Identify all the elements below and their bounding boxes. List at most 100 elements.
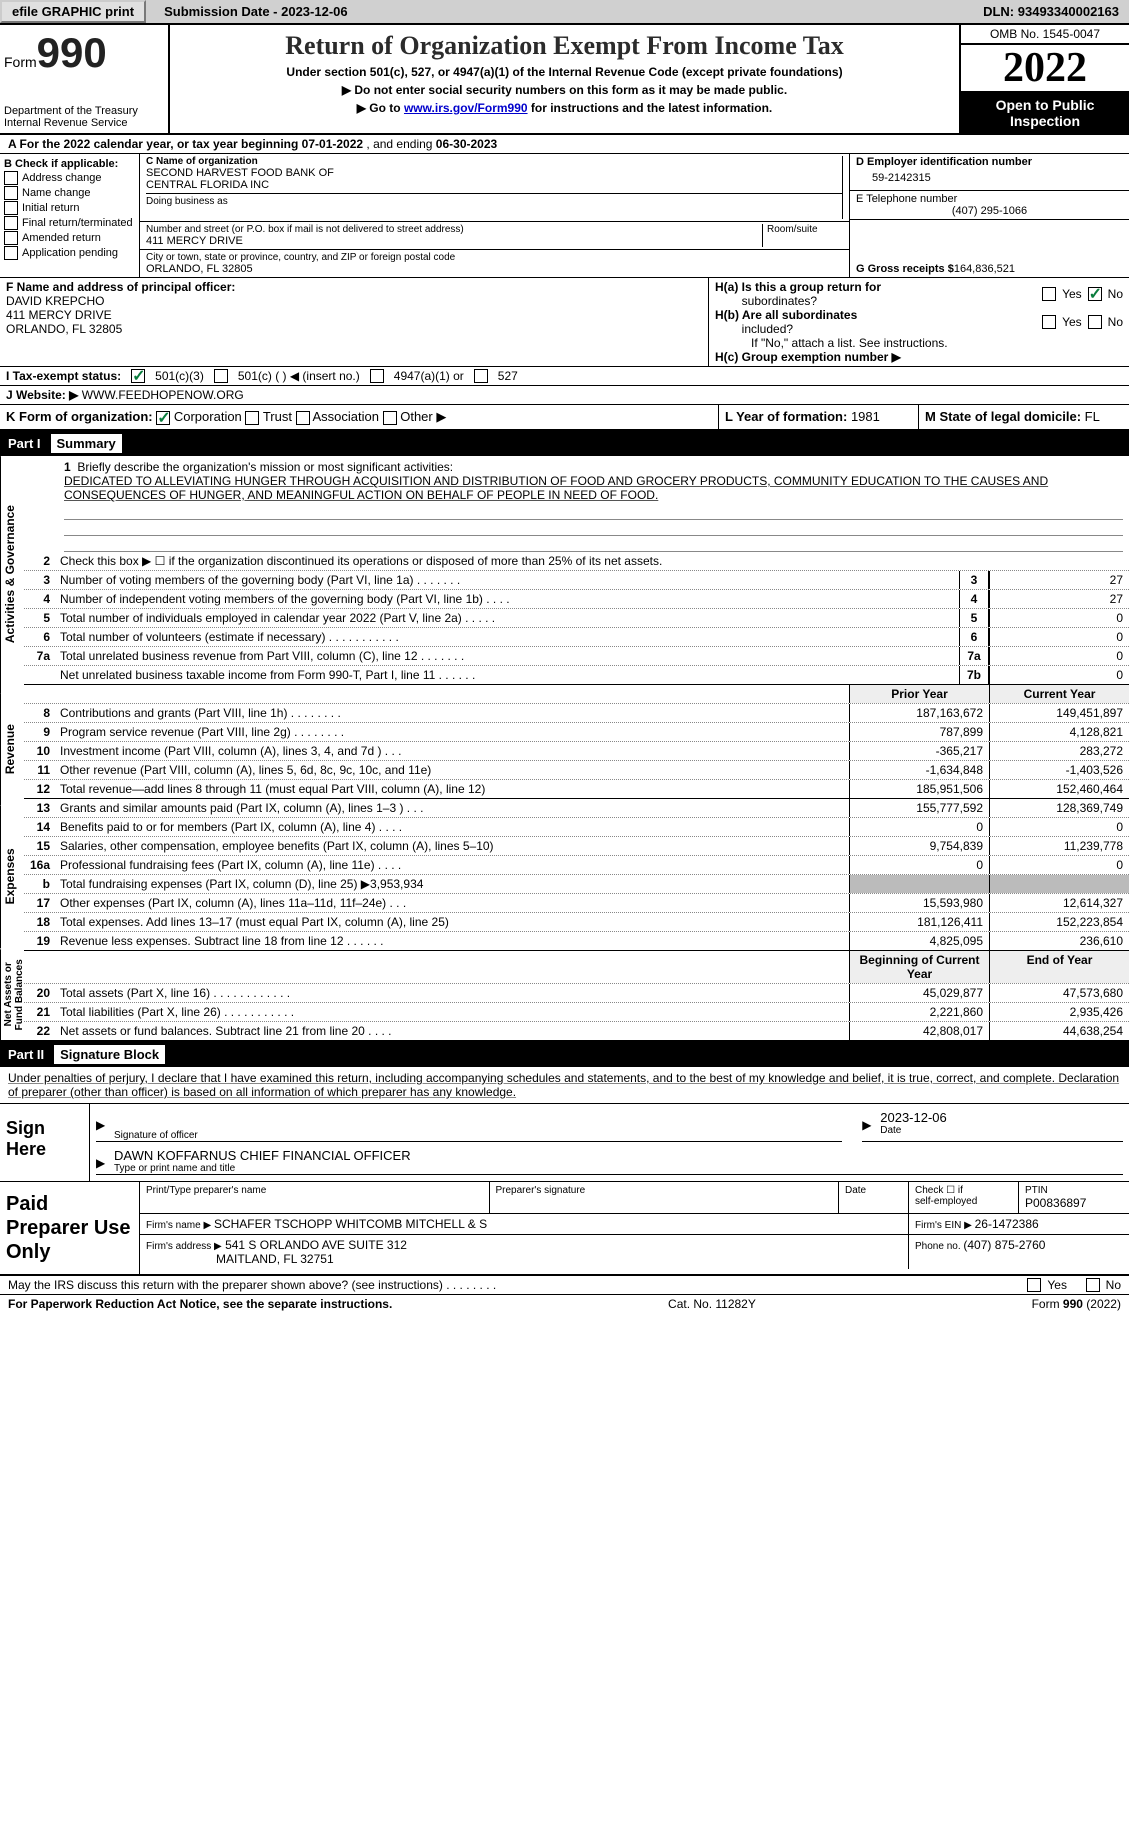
col-b-header: B Check if applicable: — [4, 158, 135, 170]
chk-address-change[interactable] — [4, 171, 18, 185]
cat-no: Cat. No. 11282Y — [668, 1297, 756, 1311]
summary-table: Activities & Governance Revenue Expenses… — [0, 456, 1129, 1042]
year-formation-label: L Year of formation: — [725, 409, 851, 424]
submission-date: Submission Date - 2023-12-06 — [154, 4, 358, 19]
ein-label: D Employer identification number — [856, 156, 1123, 168]
preparer-title: Paid Preparer Use Only — [0, 1182, 140, 1274]
chk-app-pending[interactable] — [4, 246, 18, 260]
header-sub2: ▶ Do not enter social security numbers o… — [182, 83, 947, 97]
summary-row: 16a Professional fundraising fees (Part … — [24, 856, 1129, 875]
form-number: 990 — [37, 29, 107, 76]
sig-date: 2023-12-06 — [880, 1110, 1123, 1125]
open-public: Open to PublicInspection — [961, 93, 1129, 133]
summary-row: 20 Total assets (Part X, line 16) . . . … — [24, 984, 1129, 1003]
sec-revenue: Prior YearCurrent Year 8 Contributions a… — [24, 685, 1129, 799]
summary-row: 14 Benefits paid to or for members (Part… — [24, 818, 1129, 837]
sig-intro: Under penalties of perjury, I declare th… — [0, 1067, 1129, 1103]
chk-corp[interactable] — [156, 411, 170, 425]
tax-status-label: I Tax-exempt status: — [6, 369, 121, 383]
irs-discuss-q: May the IRS discuss this return with the… — [8, 1278, 496, 1292]
row-j: J Website: ▶ WWW.FEEDHOPENOW.ORG — [0, 386, 1129, 405]
form-ref: Form 990 (2022) — [1032, 1297, 1121, 1311]
part1-header: Part ISummary — [0, 431, 1129, 456]
strip-governance: Activities & Governance — [0, 456, 24, 693]
chk-hb-yes[interactable] — [1042, 315, 1056, 329]
footer: For Paperwork Reduction Act Notice, see … — [0, 1294, 1129, 1313]
col-d: D Employer identification number 59-2142… — [849, 154, 1129, 277]
col-f: F Name and address of principal officer:… — [0, 278, 709, 366]
summary-row: 18 Total expenses. Add lines 13–17 (must… — [24, 913, 1129, 932]
row-k: K Form of organization: Corporation Trus… — [0, 405, 1129, 431]
hdr-prior: Prior Year — [849, 685, 989, 703]
gross-label: G Gross receipts $ — [856, 263, 954, 275]
sig-name: DAWN KOFFARNUS CHIEF FINANCIAL OFFICER — [114, 1148, 1123, 1163]
strip-expenses: Expenses — [0, 805, 24, 948]
hdr-begin: Beginning of Current Year — [849, 951, 989, 983]
summary-row: 6 Total number of volunteers (estimate i… — [24, 628, 1129, 647]
prep-sig-label: Preparer's signature — [496, 1185, 833, 1196]
city-label: City or town, state or province, country… — [146, 252, 843, 263]
prep-name-label: Print/Type preparer's name — [146, 1185, 483, 1196]
firm-addr-label: Firm's address ▶ — [146, 1241, 222, 1252]
hc-label: H(c) Group exemption number ▶ — [715, 350, 1123, 364]
col-c: C Name of organization SECOND HARVEST FO… — [140, 154, 849, 277]
chk-amended[interactable] — [4, 231, 18, 245]
summary-row: 8 Contributions and grants (Part VIII, l… — [24, 704, 1129, 723]
chk-ha-yes[interactable] — [1042, 287, 1056, 301]
chk-501c3[interactable] — [131, 369, 145, 383]
chk-trust[interactable] — [245, 411, 259, 425]
chk-hb-no[interactable] — [1088, 315, 1102, 329]
summary-row: 5 Total number of individuals employed i… — [24, 609, 1129, 628]
summary-row: 17 Other expenses (Part IX, column (A), … — [24, 894, 1129, 913]
efile-print-button[interactable]: efile GRAPHIC print — [0, 0, 146, 23]
sec-governance: 1 Briefly describe the organization's mi… — [24, 456, 1129, 685]
org-name-label: C Name of organization — [146, 156, 842, 167]
firm-ein-label: Firm's EIN ▶ — [915, 1220, 975, 1231]
chk-527[interactable] — [474, 369, 488, 383]
irs-discuss-row: May the IRS discuss this return with the… — [0, 1276, 1129, 1294]
chk-4947[interactable] — [370, 369, 384, 383]
firm-label: Firm's name ▶ — [146, 1220, 214, 1231]
strip-revenue: Revenue — [0, 693, 24, 805]
chk-initial-return[interactable] — [4, 201, 18, 215]
part2-header: Part IISignature Block — [0, 1042, 1129, 1067]
hdr-curr: Current Year — [989, 685, 1129, 703]
summary-row: 9 Program service revenue (Part VIII, li… — [24, 723, 1129, 742]
org-name-1: SECOND HARVEST FOOD BANK OF — [146, 167, 842, 179]
summary-row: 7a Total unrelated business revenue from… — [24, 647, 1129, 666]
irs-link[interactable]: www.irs.gov/Form990 — [404, 101, 528, 115]
summary-row: 10 Investment income (Part VIII, column … — [24, 742, 1129, 761]
strip-net: Net Assets or Fund Balances — [0, 949, 24, 1040]
chk-final-return[interactable] — [4, 216, 18, 230]
firm-name: SCHAFER TSCHOPP WHITCOMB MITCHELL & S — [214, 1217, 487, 1231]
line2: Check this box ▶ ☐ if the organization d… — [56, 552, 1129, 570]
addr-label: Number and street (or P.O. box if mail i… — [146, 224, 758, 235]
officer-label: F Name and address of principal officer: — [6, 280, 702, 294]
chk-assoc[interactable] — [296, 411, 310, 425]
omb-number: OMB No. 1545-0047 — [961, 25, 1129, 45]
summary-row: Net unrelated business taxable income fr… — [24, 666, 1129, 684]
mission-label: Briefly describe the organization's miss… — [77, 460, 453, 474]
form-title: Return of Organization Exempt From Incom… — [182, 31, 947, 61]
domicile: FL — [1085, 409, 1100, 424]
sec-expenses: 13 Grants and similar amounts paid (Part… — [24, 799, 1129, 951]
chk-501c[interactable] — [214, 369, 228, 383]
room-label: Room/suite — [763, 224, 843, 247]
summary-row: b Total fundraising expenses (Part IX, c… — [24, 875, 1129, 894]
chk-name-change[interactable] — [4, 186, 18, 200]
preparer-block: Paid Preparer Use Only Print/Type prepar… — [0, 1182, 1129, 1276]
officer-name: DAVID KREPCHO — [6, 294, 702, 308]
prep-date-label: Date — [845, 1185, 902, 1196]
ptin-label: PTIN — [1025, 1185, 1123, 1196]
summary-row: 19 Revenue less expenses. Subtract line … — [24, 932, 1129, 950]
tax-year: 2022 — [961, 45, 1129, 93]
header-sub1: Under section 501(c), 527, or 4947(a)(1)… — [182, 65, 947, 79]
org-city: ORLANDO, FL 32805 — [146, 263, 843, 275]
officer-addr2: ORLANDO, FL 32805 — [6, 322, 702, 336]
mission-text: DEDICATED TO ALLEVIATING HUNGER THROUGH … — [64, 474, 1048, 502]
form-header: Form990 Department of the TreasuryIntern… — [0, 25, 1129, 135]
chk-discuss-no[interactable] — [1086, 1278, 1100, 1292]
chk-ha-no[interactable] — [1088, 287, 1102, 301]
chk-other[interactable] — [383, 411, 397, 425]
chk-discuss-yes[interactable] — [1027, 1278, 1041, 1292]
